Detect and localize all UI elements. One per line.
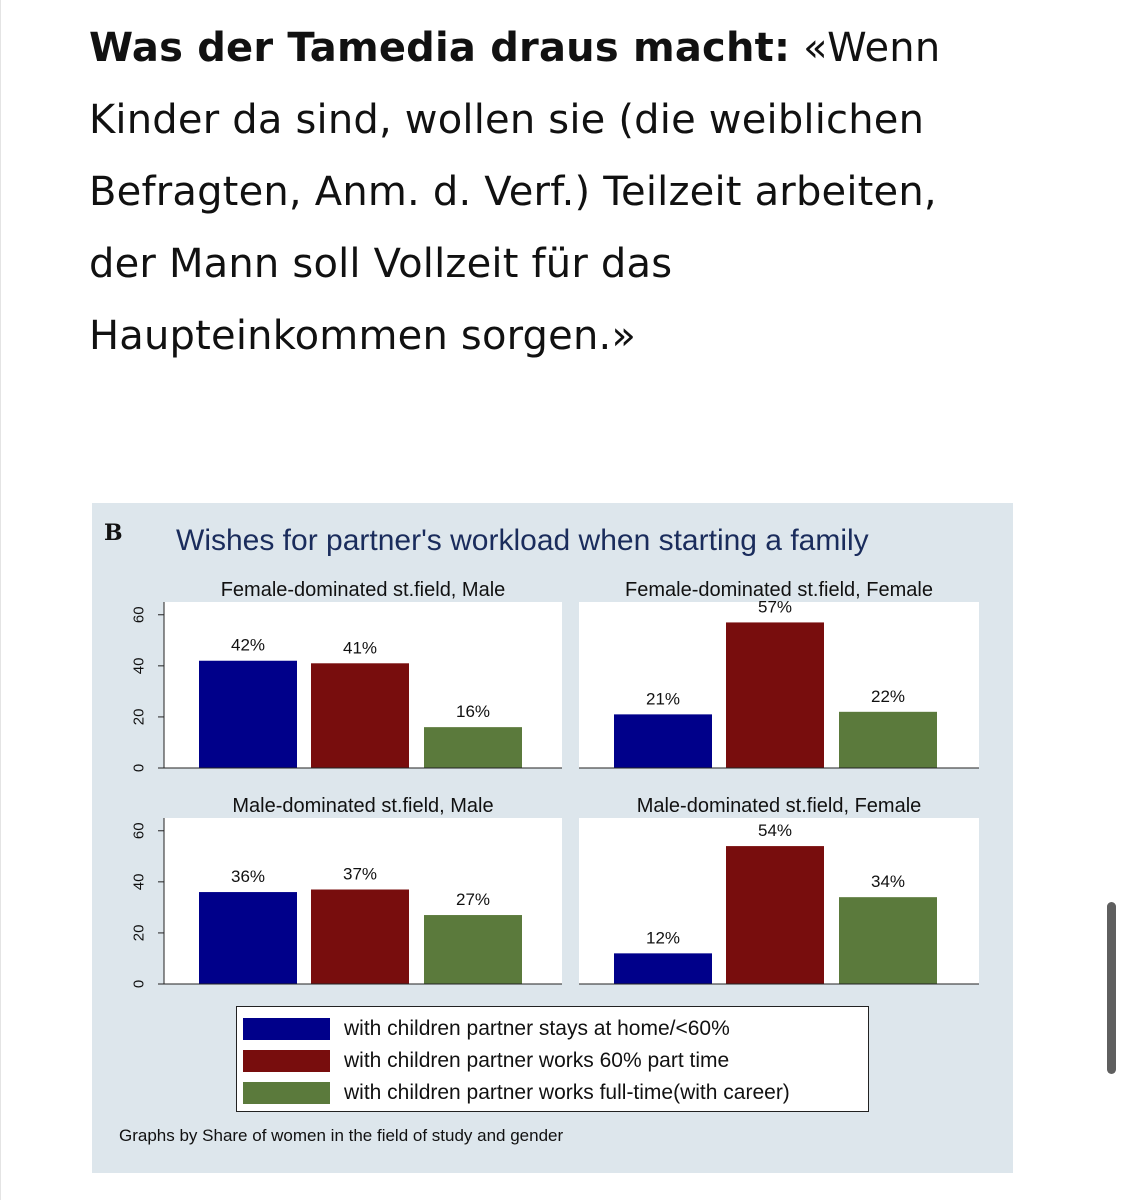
bar	[839, 711, 937, 768]
bar	[424, 915, 522, 984]
bar	[199, 892, 297, 984]
bar	[839, 897, 937, 984]
scrollbar-thumb[interactable]	[1107, 902, 1116, 1074]
legend-swatch-part-time	[243, 1050, 330, 1072]
y-tick-label: 60	[131, 822, 148, 839]
chart-svg: Female-dominated st.field, Male 0 20 40 60 42…	[131, 576, 979, 988]
quote-line-1: Was der Tamedia draus macht: «Wenn	[89, 12, 1049, 84]
figure-letter: B	[104, 520, 123, 546]
figure-note: Graphs by Share of women in the field of…	[119, 1126, 564, 1145]
y-tick-label: 40	[131, 658, 148, 675]
bar	[726, 622, 824, 768]
panel-title: Female-dominated st.field, Male	[221, 579, 506, 601]
legend-item-part-time: with children partner works 60% part tim…	[243, 1045, 868, 1077]
legend-item-full-time: with children partner works full-time(wi…	[243, 1077, 868, 1109]
bar	[311, 889, 409, 984]
panel-title-strip	[579, 576, 979, 602]
panel-title: Female-dominated st.field, Female	[625, 579, 933, 601]
y-tick-label: 40	[131, 874, 148, 891]
bar	[199, 660, 297, 768]
legend-label-part-time: with children partner works 60% part tim…	[344, 1049, 730, 1072]
bar	[614, 714, 712, 768]
panel-title: Male-dominated st.field, Male	[232, 795, 493, 817]
bar-label: 16%	[456, 702, 490, 721]
y-tick-label: 0	[131, 980, 148, 988]
panel-title-strip	[164, 792, 562, 818]
quote-line-2: Kinder da sind, wollen sie (die weiblich…	[89, 97, 925, 143]
bar-label: 57%	[758, 597, 792, 616]
legend-label-home: with children partner stays at home/<60%	[344, 1017, 730, 1040]
chart-figure: B Wishes for partner's workload when sta…	[92, 503, 1013, 1173]
bar-label: 36%	[231, 867, 265, 886]
quote-line-5: Haupteinkommen sorgen.»	[89, 313, 637, 359]
bar-label: 41%	[343, 638, 377, 657]
y-tick-label: 0	[131, 764, 148, 772]
legend-swatch-full-time	[243, 1082, 330, 1104]
bar-label: 12%	[646, 928, 680, 947]
chart-title: Wishes for partner's workload when start…	[176, 524, 869, 557]
chart-legend: with children partner stays at home/<60%…	[236, 1006, 869, 1112]
y-tick-label: 60	[131, 606, 148, 623]
bar-label: 22%	[871, 687, 905, 706]
legend-item-home: with children partner stays at home/<60%	[243, 1013, 868, 1045]
legend-swatch-home	[243, 1018, 330, 1040]
quote-lead: Was der Tamedia draus macht:	[89, 25, 791, 71]
legend-label-full-time: with children partner works full-time(wi…	[344, 1081, 790, 1104]
panel-title-strip	[164, 576, 562, 602]
bar-label: 21%	[646, 689, 680, 708]
y-tick-label: 20	[131, 925, 148, 942]
bar	[311, 663, 409, 768]
quote-line-3: Befragten, Anm. d. Verf.) Teilzeit arbei…	[89, 169, 937, 215]
quote-line-4: der Mann soll Vollzeit für das	[89, 241, 673, 287]
bar-label: 42%	[231, 636, 265, 655]
panel-title: Male-dominated st.field, Female	[637, 795, 922, 817]
bar	[726, 846, 824, 984]
bar	[614, 953, 712, 984]
article-quote: Was der Tamedia draus macht: «Wenn Kinde…	[89, 12, 1049, 372]
panel-title-strip	[579, 792, 979, 818]
bar-label: 34%	[871, 872, 905, 891]
bar-label: 54%	[758, 821, 792, 840]
bar	[424, 727, 522, 768]
quote-line-1-text: «Wenn	[803, 25, 941, 71]
y-tick-label: 20	[131, 709, 148, 726]
bar-label: 37%	[343, 865, 377, 884]
bar-label: 27%	[456, 890, 490, 909]
